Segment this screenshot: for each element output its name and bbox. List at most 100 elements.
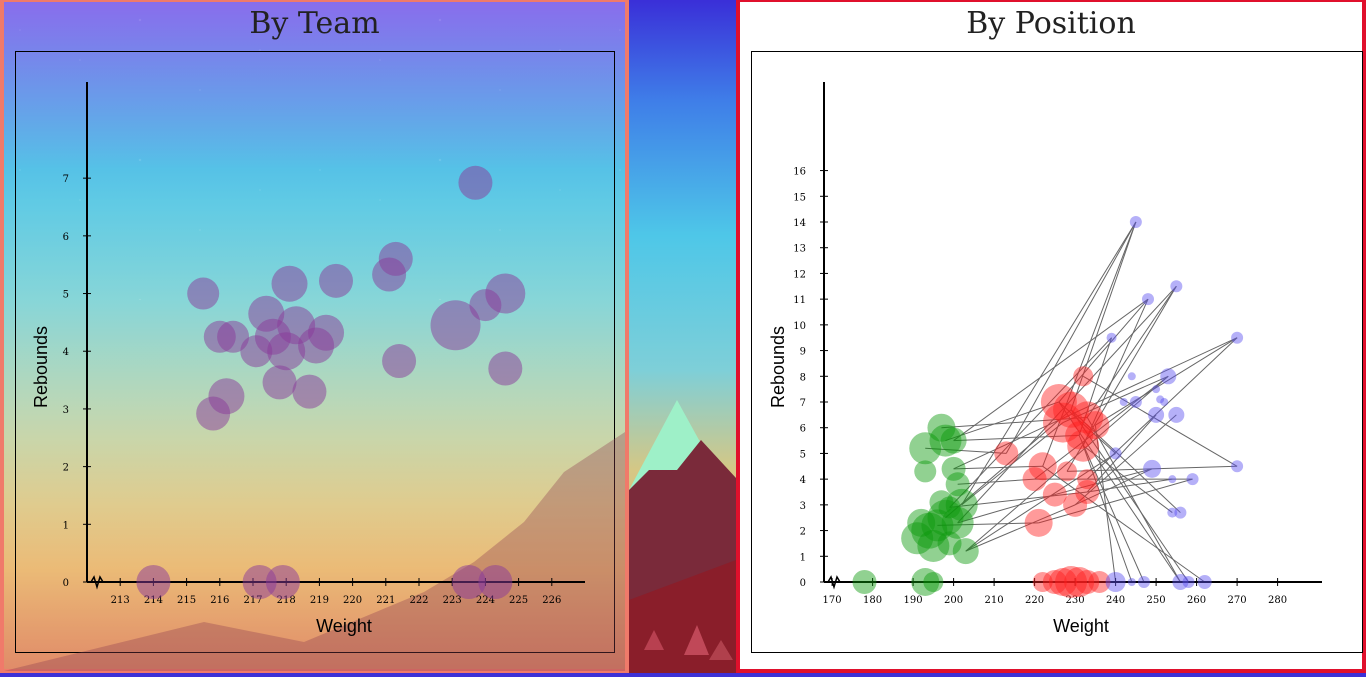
data-point	[921, 509, 954, 542]
y-tick-label: 4	[63, 347, 69, 358]
data-point	[1182, 576, 1195, 588]
data-point	[262, 365, 297, 400]
link-line	[949, 491, 1088, 508]
data-point	[1028, 452, 1057, 481]
y-tick-label: 4	[800, 475, 806, 486]
link-line	[1074, 414, 1177, 506]
data-point	[1143, 459, 1162, 478]
data-point	[1106, 332, 1117, 343]
data-point	[914, 460, 937, 483]
y-tick-label: 9	[800, 347, 806, 358]
data-point	[1119, 398, 1128, 406]
link-line	[937, 522, 1039, 526]
y-tick-label: 2	[63, 463, 69, 474]
data-point	[319, 263, 353, 298]
data-point	[1048, 568, 1077, 596]
data-point	[927, 413, 956, 442]
y-tick-label: 3	[800, 501, 806, 512]
x-tick-label: 250	[1147, 595, 1166, 606]
data-point	[1077, 469, 1098, 490]
data-point	[994, 441, 1019, 466]
data-point	[1231, 460, 1244, 473]
link-line	[945, 401, 1060, 442]
link-line	[1082, 375, 1238, 467]
data-point	[927, 499, 964, 536]
link-line	[1070, 221, 1137, 410]
data-point	[941, 456, 966, 481]
data-point	[909, 432, 942, 465]
link-line	[953, 337, 1238, 470]
data-point	[451, 565, 486, 599]
y-tick-label: 14	[793, 218, 806, 229]
y-tick-label: 1	[800, 552, 806, 563]
data-point	[1022, 467, 1047, 492]
data-point	[292, 374, 327, 409]
data-point	[1186, 473, 1199, 486]
link-line	[953, 298, 1149, 441]
x-tick-label: 220	[343, 595, 362, 606]
data-point	[1152, 385, 1161, 394]
link-line	[1034, 375, 1169, 480]
by-position-chart: 170 180 190 200 210 220 230 240 250 260 270 2800123…	[768, 82, 1322, 636]
data-point	[1071, 401, 1104, 434]
y-tick-label: 8	[800, 372, 806, 383]
link-line	[1095, 337, 1238, 426]
data-point	[1067, 429, 1100, 462]
data-point	[911, 568, 940, 596]
data-point	[1042, 402, 1083, 443]
x-tick-label: 223	[443, 595, 462, 606]
x-tick-label: 210	[985, 595, 1004, 606]
y-tick-label: 12	[793, 269, 806, 280]
data-point	[136, 565, 171, 599]
link-line	[1070, 409, 1189, 583]
x-tick-label: 240	[1106, 595, 1125, 606]
y-tick-label: 2	[800, 527, 806, 538]
link-line	[1038, 478, 1193, 524]
data-point	[1174, 506, 1187, 519]
by-team-plot-frame	[15, 51, 615, 653]
mountain-overlay	[4, 432, 625, 671]
by-position-title: By Position	[966, 6, 1136, 41]
data-point	[940, 427, 967, 454]
link-line	[1082, 445, 1133, 583]
link-line	[1042, 465, 1205, 583]
link-line	[1087, 478, 1173, 493]
data-point	[952, 538, 979, 565]
link-line	[1058, 401, 1181, 583]
data-point	[1137, 576, 1150, 588]
data-point	[917, 530, 950, 562]
y-tick-label: 6	[63, 232, 69, 243]
x-axis-label: Weight	[316, 616, 372, 636]
data-point	[923, 572, 944, 592]
x-tick-label: 200	[944, 595, 963, 606]
x-tick-label: 224	[476, 595, 495, 606]
data-point	[196, 396, 231, 431]
x-tick-label: 222	[409, 595, 428, 606]
data-point	[1148, 406, 1165, 423]
link-line	[1066, 465, 1238, 472]
data-point	[1109, 447, 1122, 460]
link-line	[1086, 286, 1177, 418]
data-point	[938, 496, 961, 519]
y-tick-label: 5	[800, 449, 806, 460]
data-point	[1127, 372, 1136, 381]
data-point	[929, 424, 962, 457]
data-point	[240, 335, 273, 368]
y-axis-label: Rebounds	[768, 326, 788, 408]
link-line	[1005, 221, 1137, 454]
link-line	[965, 375, 1169, 552]
data-point	[945, 488, 978, 521]
x-tick-label: 217	[243, 595, 262, 606]
data-point	[1168, 406, 1185, 423]
data-point	[267, 332, 306, 371]
data-point	[478, 565, 513, 599]
data-point	[1053, 391, 1090, 428]
link-line	[961, 221, 1137, 506]
x-tick-label: 225	[509, 595, 528, 606]
axis-break-mark	[827, 575, 841, 590]
link-line	[1070, 409, 1181, 513]
link-line	[925, 447, 1007, 454]
data-point	[1088, 571, 1111, 593]
y-tick-label: 11	[793, 295, 806, 306]
data-point	[271, 265, 308, 302]
